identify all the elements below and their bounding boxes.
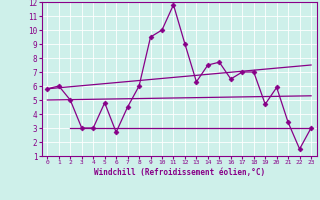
X-axis label: Windchill (Refroidissement éolien,°C): Windchill (Refroidissement éolien,°C) — [94, 168, 265, 177]
